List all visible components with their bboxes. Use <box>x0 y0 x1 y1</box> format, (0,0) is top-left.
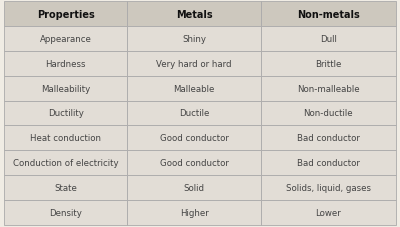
Bar <box>261 101 396 126</box>
Bar <box>261 2 396 27</box>
Text: Dull: Dull <box>320 35 337 44</box>
Text: Ductile: Ductile <box>179 109 209 118</box>
Bar <box>4 101 128 126</box>
Bar <box>4 52 128 76</box>
Bar <box>4 126 128 151</box>
Text: Non-malleable: Non-malleable <box>297 84 360 93</box>
Bar <box>128 76 261 101</box>
Text: Good conductor: Good conductor <box>160 134 228 143</box>
Text: Properties: Properties <box>37 10 95 20</box>
Bar <box>128 2 261 27</box>
Text: Non-ductile: Non-ductile <box>304 109 353 118</box>
Text: Bad conductor: Bad conductor <box>297 134 360 143</box>
Text: Shiny: Shiny <box>182 35 206 44</box>
Text: Bad conductor: Bad conductor <box>297 158 360 168</box>
Text: Lower: Lower <box>316 208 341 217</box>
Text: Metals: Metals <box>176 10 212 20</box>
Bar <box>128 151 261 175</box>
Bar <box>128 126 261 151</box>
Bar <box>4 200 128 225</box>
Bar <box>261 200 396 225</box>
Bar <box>128 52 261 76</box>
Text: Hardness: Hardness <box>46 59 86 69</box>
Bar <box>4 27 128 52</box>
Text: Solid: Solid <box>184 183 205 192</box>
Text: Good conductor: Good conductor <box>160 158 228 168</box>
Bar <box>261 76 396 101</box>
Text: Malleability: Malleability <box>41 84 90 93</box>
Text: Brittle: Brittle <box>315 59 342 69</box>
Bar <box>128 175 261 200</box>
Text: Very hard or hard: Very hard or hard <box>156 59 232 69</box>
Text: Appearance: Appearance <box>40 35 92 44</box>
Text: Non-metals: Non-metals <box>297 10 360 20</box>
Bar <box>128 27 261 52</box>
Bar <box>4 151 128 175</box>
Bar <box>128 101 261 126</box>
Text: Density: Density <box>49 208 82 217</box>
Text: Higher: Higher <box>180 208 208 217</box>
Text: Malleable: Malleable <box>174 84 215 93</box>
Bar <box>261 151 396 175</box>
Bar <box>261 27 396 52</box>
Bar <box>4 76 128 101</box>
Text: State: State <box>54 183 77 192</box>
Text: Conduction of electricity: Conduction of electricity <box>13 158 118 168</box>
Text: Heat conduction: Heat conduction <box>30 134 101 143</box>
Text: Ductility: Ductility <box>48 109 84 118</box>
Text: Solids, liquid, gases: Solids, liquid, gases <box>286 183 371 192</box>
Bar <box>128 200 261 225</box>
Bar <box>261 126 396 151</box>
Bar <box>261 175 396 200</box>
Bar <box>261 52 396 76</box>
Bar <box>4 2 128 27</box>
Bar <box>4 175 128 200</box>
